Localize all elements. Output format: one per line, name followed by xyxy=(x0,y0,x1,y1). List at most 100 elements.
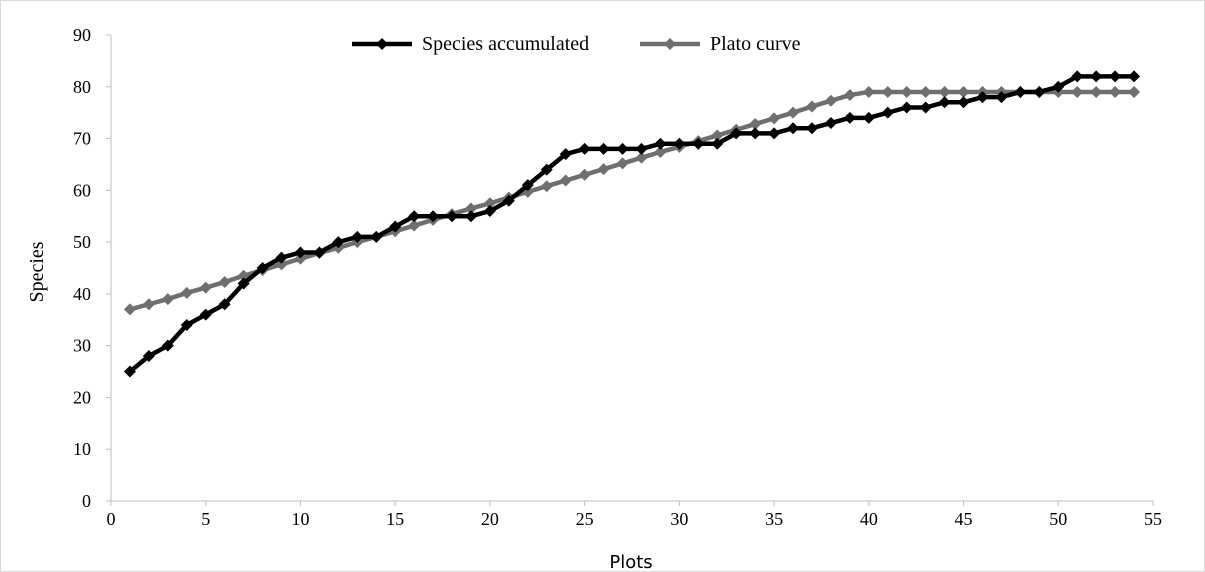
x-axis-title: Plots xyxy=(609,552,652,572)
data-point xyxy=(862,85,875,98)
data-point xyxy=(142,350,155,363)
data-point xyxy=(199,281,212,294)
legend-label: Species accumulated xyxy=(422,33,589,55)
data-point xyxy=(768,127,781,140)
data-point xyxy=(730,127,743,140)
data-point xyxy=(161,339,174,352)
data-point xyxy=(275,251,288,264)
data-point xyxy=(161,293,174,306)
legend: Species accumulated Plato curve xyxy=(352,33,801,55)
y-tick-label: 10 xyxy=(73,439,91,459)
y-tick-label: 20 xyxy=(73,387,91,407)
data-point xyxy=(805,122,818,135)
x-tick-label: 55 xyxy=(1144,509,1162,529)
data-point xyxy=(294,252,307,265)
axes xyxy=(110,35,1153,502)
data-point xyxy=(900,101,913,114)
data-point xyxy=(900,85,913,98)
y-tick-label: 80 xyxy=(73,77,91,97)
data-point xyxy=(1128,85,1141,98)
legend-marker xyxy=(664,38,676,50)
legend-label: Plato curve xyxy=(710,33,801,55)
x-tick-label: 40 xyxy=(860,509,878,529)
y-tick-label: 70 xyxy=(73,129,91,149)
data-point xyxy=(464,202,477,215)
data-point xyxy=(408,210,421,223)
data-point xyxy=(559,148,572,161)
data-point xyxy=(218,275,231,288)
data-point xyxy=(616,157,629,170)
data-point xyxy=(370,230,383,243)
y-axis-title: Species xyxy=(26,241,48,302)
data-point xyxy=(218,298,231,311)
data-point xyxy=(805,100,818,113)
data-point xyxy=(446,210,459,223)
data-point xyxy=(483,197,496,210)
y-tick-label: 60 xyxy=(73,180,91,200)
data-point xyxy=(142,298,155,311)
legend-marker xyxy=(376,38,388,50)
x-tick-label: 20 xyxy=(481,509,499,529)
data-point xyxy=(464,210,477,223)
data-point xyxy=(597,142,610,155)
data-point xyxy=(749,127,762,140)
data-point xyxy=(313,246,326,259)
data-point xyxy=(616,142,629,155)
data-point xyxy=(351,230,364,243)
data-point xyxy=(578,168,591,181)
data-point xyxy=(199,308,212,321)
data-point xyxy=(578,142,591,155)
data-point xyxy=(540,180,553,193)
y-tick-label: 30 xyxy=(73,336,91,356)
x-tick-label: 15 xyxy=(386,509,404,529)
data-point xyxy=(1071,70,1084,83)
data-point xyxy=(559,174,572,187)
data-point xyxy=(881,106,894,119)
data-point xyxy=(635,142,648,155)
data-point xyxy=(843,111,856,124)
x-tick-label: 25 xyxy=(576,509,594,529)
data-point xyxy=(654,137,667,150)
data-point xyxy=(673,137,686,150)
data-point xyxy=(123,365,136,378)
data-point xyxy=(1109,85,1122,98)
data-point xyxy=(976,91,989,104)
data-point xyxy=(1090,70,1103,83)
data-point xyxy=(502,194,515,207)
data-point xyxy=(1128,70,1141,83)
data-point xyxy=(237,277,250,290)
data-point xyxy=(919,85,932,98)
data-point xyxy=(692,137,705,150)
data-point xyxy=(540,163,553,176)
data-point xyxy=(256,262,269,274)
data-point xyxy=(787,106,800,119)
x-tick-label: 0 xyxy=(107,509,116,529)
data-point xyxy=(521,179,534,192)
data-point xyxy=(957,96,970,109)
data-point xyxy=(881,85,894,98)
series-species-accumulated xyxy=(123,70,1141,378)
data-point xyxy=(1033,85,1046,98)
x-tick-label: 50 xyxy=(1049,509,1067,529)
data-point xyxy=(180,318,193,331)
x-tick-label: 10 xyxy=(291,509,309,529)
data-point xyxy=(123,303,136,316)
data-point xyxy=(843,89,856,102)
data-point xyxy=(768,112,781,125)
x-tick-label: 35 xyxy=(765,509,783,529)
x-tick-label: 30 xyxy=(670,509,688,529)
data-point xyxy=(389,220,402,233)
x-tick-label: 5 xyxy=(201,509,210,529)
data-point xyxy=(294,246,307,259)
data-point xyxy=(787,122,800,135)
data-point xyxy=(1090,85,1103,98)
data-point xyxy=(938,85,951,98)
data-point xyxy=(654,146,667,159)
data-point xyxy=(1109,70,1122,83)
data-point xyxy=(711,137,724,150)
data-point xyxy=(824,117,837,130)
data-point xyxy=(711,129,724,142)
data-point xyxy=(1052,80,1065,93)
